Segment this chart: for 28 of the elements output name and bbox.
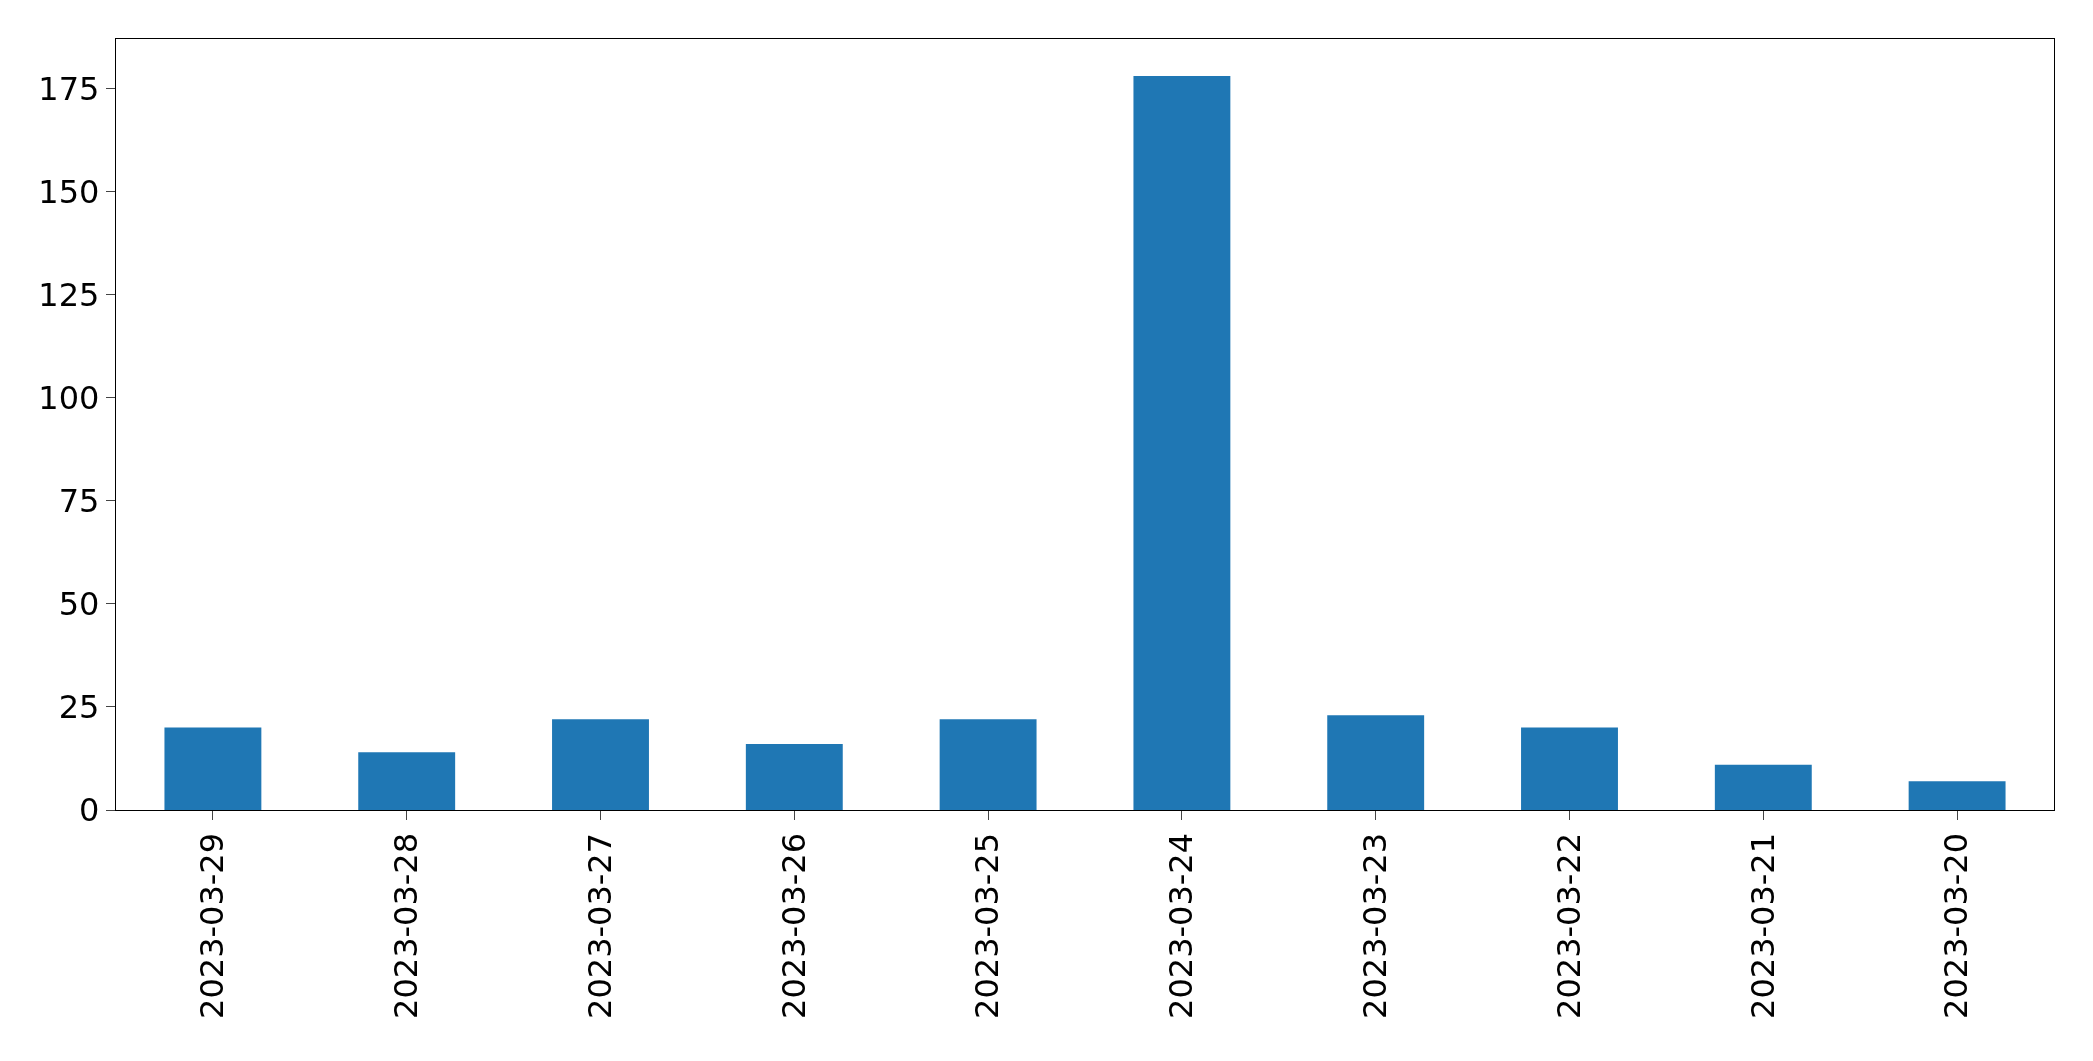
bar xyxy=(552,719,649,810)
y-tick-label: 175 xyxy=(38,69,100,108)
y-tick-label: 0 xyxy=(79,791,100,830)
x-tick-label: 2023-03-21 xyxy=(1743,832,1782,1019)
bar xyxy=(1714,764,1812,810)
y-tick-label: 50 xyxy=(58,585,100,624)
x-tick-label: 2023-03-29 xyxy=(193,832,232,1019)
y-tick-label: 75 xyxy=(58,481,100,520)
bar xyxy=(939,719,1037,810)
x-tick-label: 2023-03-23 xyxy=(1356,832,1395,1019)
bar xyxy=(164,727,262,810)
bar xyxy=(1908,781,2006,810)
bar xyxy=(745,744,843,810)
y-tick-label: 100 xyxy=(38,378,100,417)
x-tick-label: 2023-03-25 xyxy=(968,832,1007,1019)
y-tick-label: 25 xyxy=(58,688,100,727)
y-tick-label: 125 xyxy=(38,275,100,314)
bar xyxy=(1521,727,1618,810)
bar xyxy=(1133,76,1231,810)
x-tick-label: 2023-03-22 xyxy=(1549,832,1588,1019)
bar xyxy=(1327,715,1425,810)
x-tick-label: 2023-03-28 xyxy=(387,832,426,1019)
y-tick-label: 150 xyxy=(38,172,100,211)
x-tick-label: 2023-03-26 xyxy=(774,832,813,1019)
x-tick-label: 2023-03-24 xyxy=(1162,832,1201,1019)
bar xyxy=(358,752,456,810)
x-tick-label: 2023-03-27 xyxy=(580,832,619,1019)
x-tick-label: 2023-03-20 xyxy=(1937,832,1976,1019)
